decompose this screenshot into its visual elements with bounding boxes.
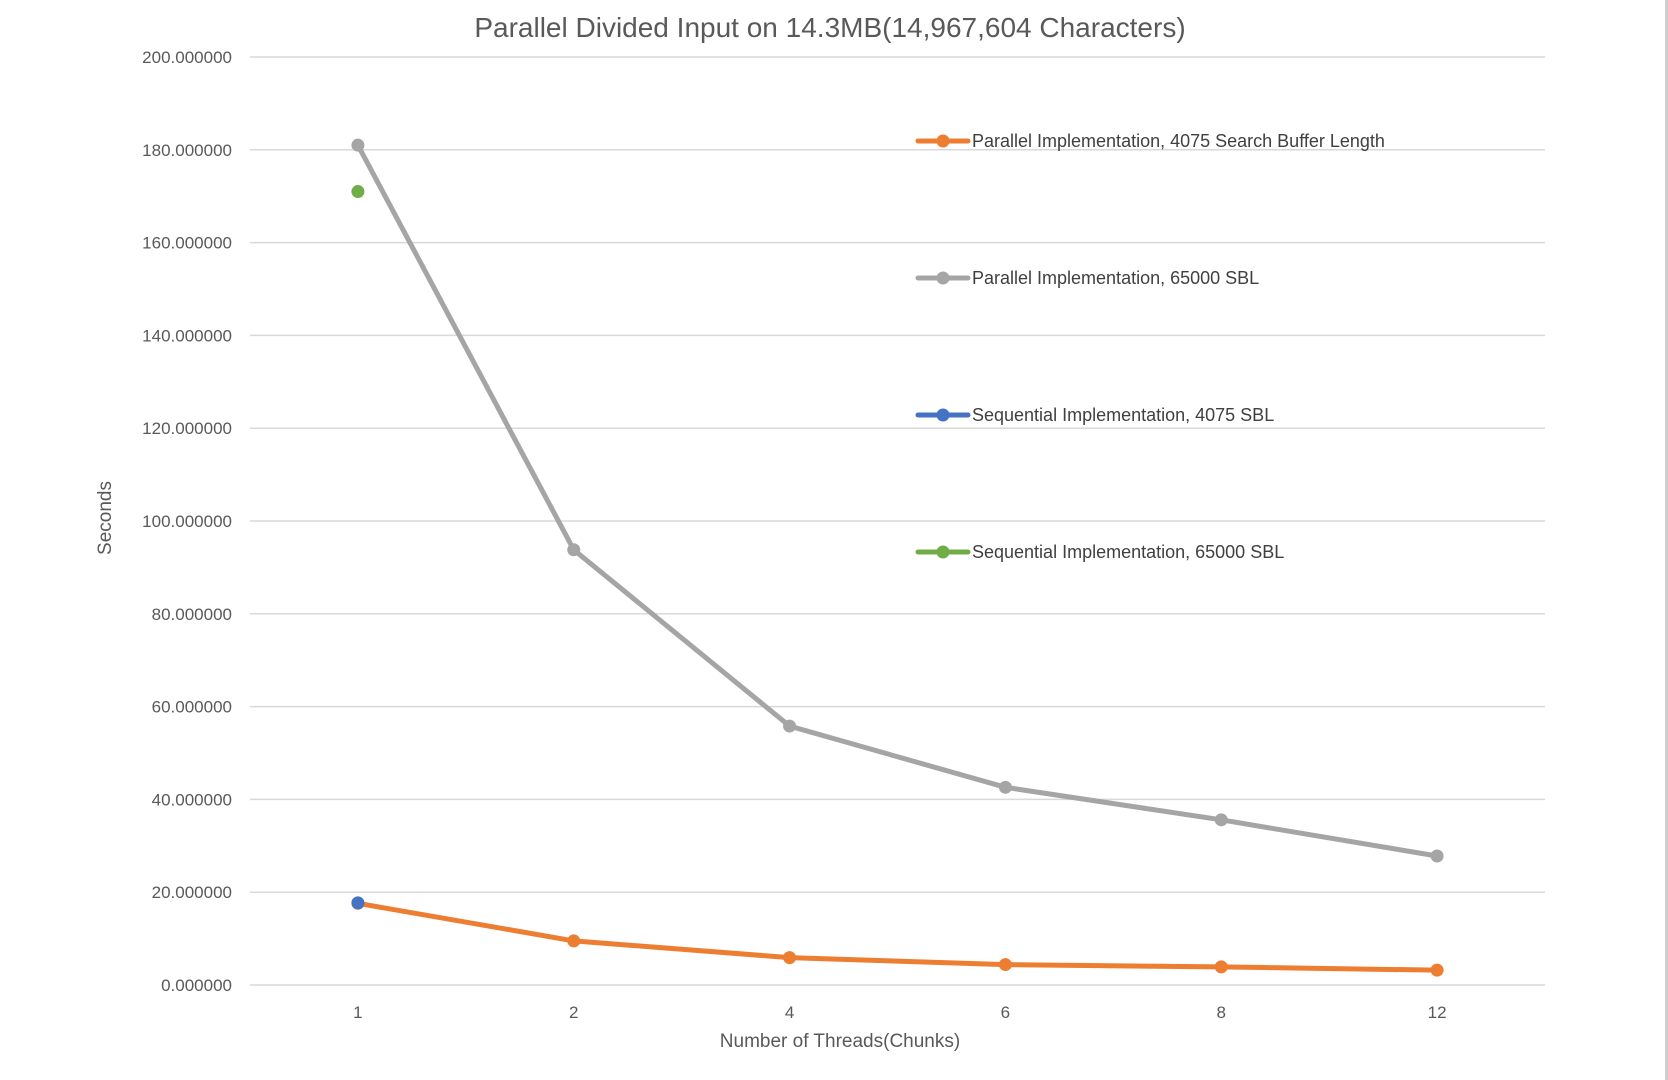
- legend-swatch-marker: [936, 271, 950, 285]
- legend-swatch-marker: [936, 134, 950, 148]
- legend-swatch-marker: [936, 408, 950, 422]
- data-point: [351, 896, 365, 910]
- x-tick-label: 2: [569, 1003, 578, 1022]
- x-axis-title: Number of Threads(Chunks): [720, 1031, 960, 1052]
- x-tick-label: 6: [1001, 1003, 1010, 1022]
- legend-label: Sequential Implementation, 4075 SBL: [972, 405, 1274, 425]
- y-tick-label: 0.000000: [161, 976, 232, 995]
- legend-swatch-marker: [936, 545, 950, 559]
- legend-item: Sequential Implementation, 65000 SBL: [915, 542, 1284, 562]
- y-tick-label: 60.000000: [152, 698, 232, 717]
- data-point: [998, 958, 1012, 972]
- series-2: [351, 896, 365, 910]
- y-tick-label: 140.000000: [142, 326, 232, 345]
- y-tick-label: 200.000000: [142, 48, 232, 67]
- legend-item: Parallel Implementation, 4075 Search Buf…: [915, 131, 1385, 151]
- x-axis-ticks: 1 2 4 6 8 12: [353, 1003, 1446, 1022]
- series-lines: [351, 138, 1444, 977]
- legend-label: Parallel Implementation, 4075 Search Buf…: [972, 131, 1385, 151]
- series-line: [355, 900, 1440, 973]
- series-line: [355, 142, 1440, 859]
- chart-title: Parallel Divided Input on 14.3MB(14,967,…: [474, 12, 1185, 43]
- y-tick-label: 40.000000: [152, 790, 232, 809]
- legend-label: Parallel Implementation, 65000 SBL: [972, 268, 1259, 288]
- legend-item: Parallel Implementation, 65000 SBL: [915, 268, 1259, 288]
- x-tick-label: 1: [353, 1003, 362, 1022]
- y-tick-label: 100.000000: [142, 512, 232, 531]
- y-tick-label: 160.000000: [142, 234, 232, 253]
- data-point: [783, 951, 797, 965]
- series-0: [351, 896, 1444, 977]
- window-edge: [1665, 0, 1668, 1080]
- y-tick-label: 120.000000: [142, 419, 232, 438]
- x-tick-label: 8: [1217, 1003, 1226, 1022]
- data-point: [351, 138, 365, 152]
- data-point: [1214, 960, 1228, 974]
- legend: Parallel Implementation, 4075 Search Buf…: [915, 131, 1385, 562]
- y-tick-label: 180.000000: [142, 141, 232, 160]
- data-point: [998, 780, 1012, 794]
- data-point: [783, 719, 797, 733]
- legend-label: Sequential Implementation, 65000 SBL: [972, 542, 1284, 562]
- gridlines: [250, 56, 1545, 986]
- series-3: [351, 185, 365, 199]
- x-tick-label: 12: [1428, 1003, 1447, 1022]
- x-tick-label: 4: [785, 1003, 794, 1022]
- data-point: [567, 543, 581, 557]
- y-tick-label: 20.000000: [152, 883, 232, 902]
- data-point: [1214, 813, 1228, 827]
- data-point: [1430, 963, 1444, 977]
- y-axis-ticks: 0.000000 20.000000 40.000000 60.000000 80.00…: [142, 48, 232, 995]
- y-axis-title: Seconds: [95, 481, 116, 555]
- legend-item: Sequential Implementation, 4075 SBL: [915, 405, 1274, 425]
- data-point: [1430, 849, 1444, 863]
- series-1: [351, 138, 1444, 863]
- data-point: [351, 185, 365, 199]
- data-point: [567, 934, 581, 948]
- y-tick-label: 80.000000: [152, 605, 232, 624]
